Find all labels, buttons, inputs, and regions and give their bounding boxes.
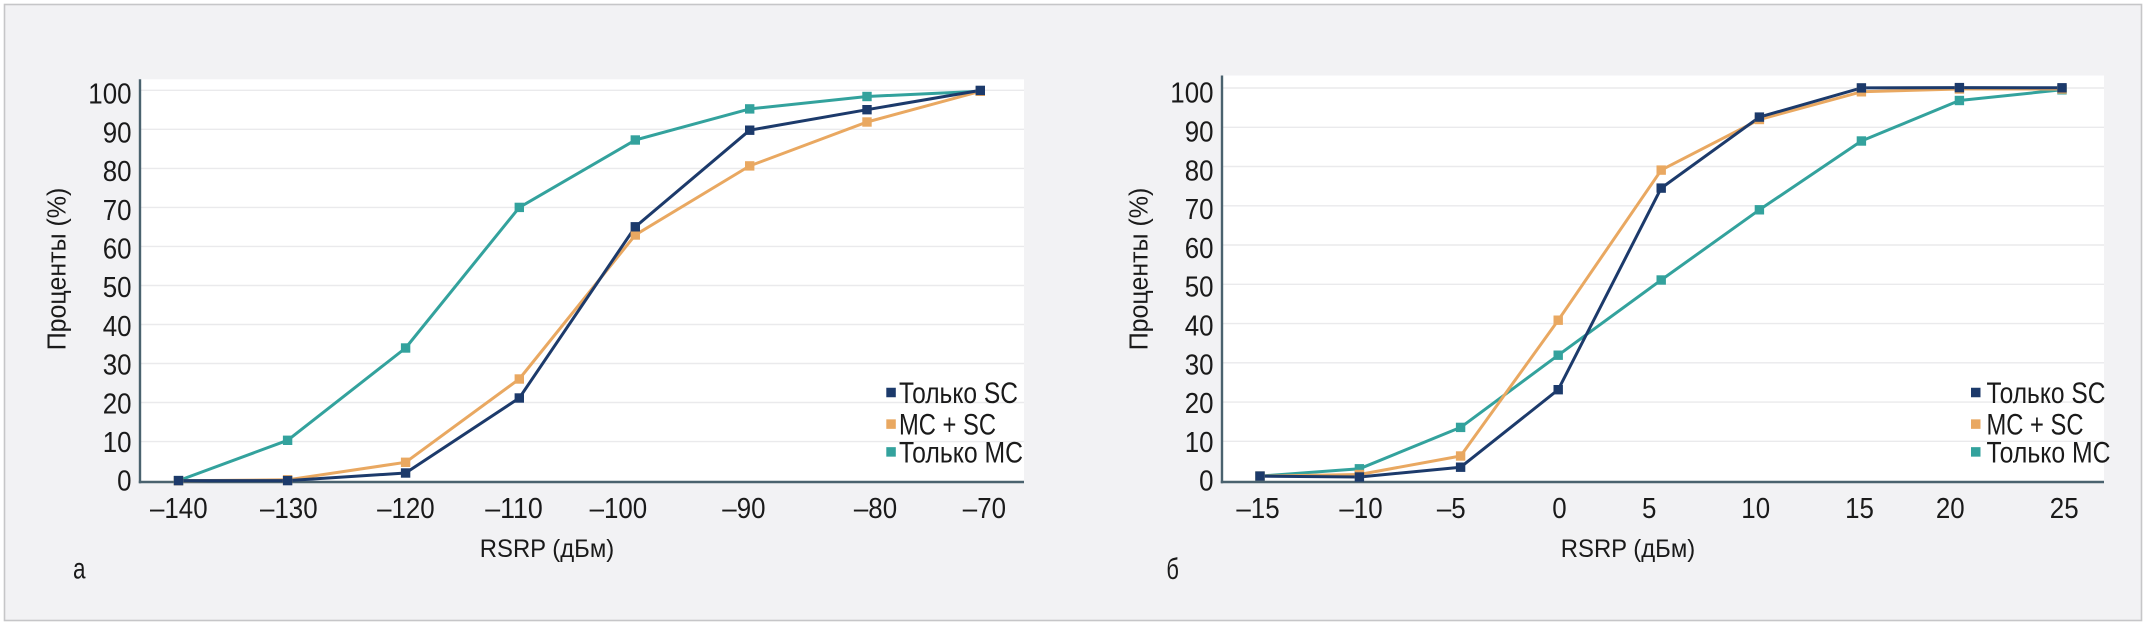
svg-text:50: 50 — [103, 272, 132, 304]
svg-text:б: б — [1166, 553, 1179, 586]
svg-text:а: а — [73, 553, 86, 586]
svg-text:50: 50 — [1185, 272, 1214, 304]
svg-text:40: 40 — [103, 311, 132, 343]
svg-text:Только SC: Только SC — [899, 377, 1018, 410]
svg-text:МС + SC: МС + SC — [899, 409, 996, 442]
svg-text:25: 25 — [2050, 493, 2079, 525]
svg-text:80: 80 — [103, 156, 132, 188]
svg-text:90: 90 — [103, 117, 132, 149]
svg-text:RSRP (дБм): RSRP (дБм) — [1561, 535, 1695, 563]
svg-text:–120: –120 — [377, 493, 435, 525]
svg-text:0: 0 — [117, 466, 131, 498]
svg-text:–10: –10 — [1339, 493, 1382, 525]
svg-text:Только МС: Только МС — [1987, 436, 2111, 469]
svg-text:5: 5 — [1642, 493, 1656, 525]
svg-text:80: 80 — [1185, 155, 1214, 187]
svg-text:100: 100 — [1170, 78, 1213, 110]
svg-text:–140: –140 — [150, 493, 208, 525]
svg-text:20: 20 — [1185, 388, 1214, 420]
svg-text:20: 20 — [103, 388, 132, 420]
svg-text:30: 30 — [103, 350, 132, 382]
svg-text:Только МС: Только МС — [899, 436, 1023, 469]
svg-text:–80: –80 — [854, 493, 897, 525]
svg-text:–70: –70 — [963, 493, 1006, 525]
svg-text:–15: –15 — [1236, 493, 1279, 525]
svg-text:–130: –130 — [260, 493, 318, 525]
svg-text:15: 15 — [1845, 493, 1874, 525]
svg-text:60: 60 — [1185, 233, 1214, 265]
svg-text:20: 20 — [1936, 493, 1965, 525]
svg-text:70: 70 — [103, 195, 132, 227]
svg-text:10: 10 — [1185, 427, 1214, 459]
svg-text:10: 10 — [103, 427, 132, 459]
svg-text:–5: –5 — [1437, 493, 1466, 525]
svg-text:0: 0 — [1552, 493, 1566, 525]
svg-text:–110: –110 — [485, 493, 543, 525]
svg-text:RSRP (дБм): RSRP (дБм) — [480, 535, 614, 563]
svg-text:40: 40 — [1185, 311, 1214, 343]
svg-text:Только SC: Только SC — [1987, 377, 2106, 410]
svg-text:МС + SC: МС + SC — [1987, 409, 2084, 442]
svg-text:100: 100 — [88, 79, 131, 111]
svg-text:30: 30 — [1185, 349, 1214, 381]
svg-text:70: 70 — [1185, 194, 1214, 226]
svg-text:90: 90 — [1185, 117, 1214, 149]
svg-text:Проценты (%): Проценты (%) — [44, 188, 72, 351]
svg-text:–90: –90 — [722, 493, 765, 525]
svg-text:Проценты (%): Проценты (%) — [1126, 188, 1154, 351]
svg-text:60: 60 — [103, 234, 132, 266]
svg-text:10: 10 — [1741, 493, 1770, 525]
svg-text:0: 0 — [1199, 466, 1213, 498]
svg-text:–100: –100 — [590, 493, 648, 525]
